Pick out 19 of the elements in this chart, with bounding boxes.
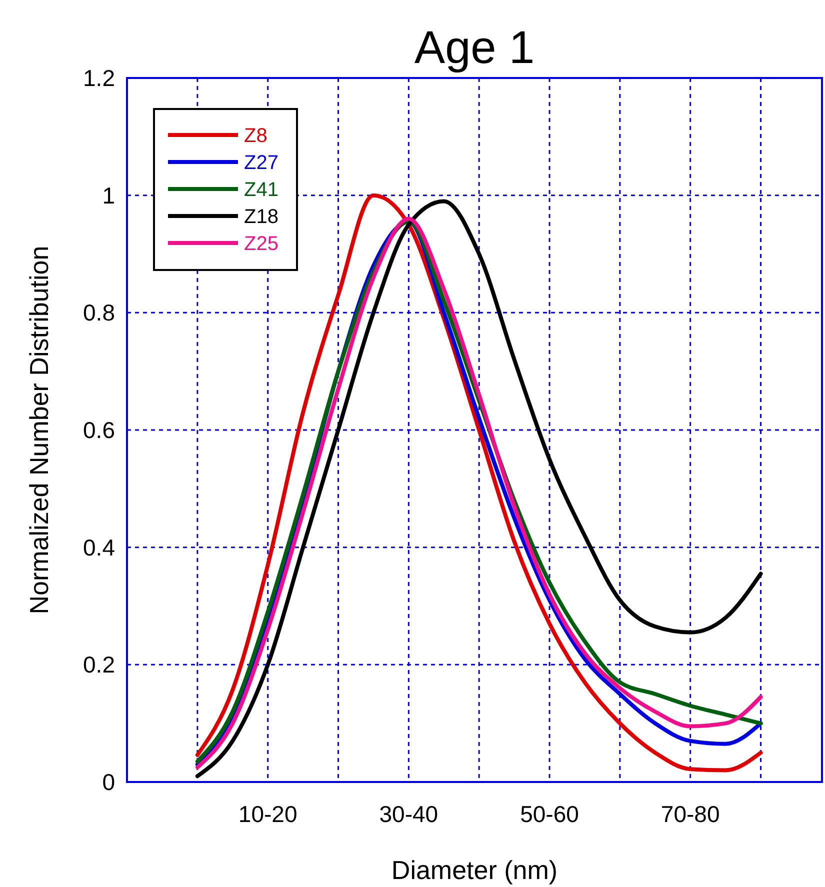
x-tick-label: 50-60 — [520, 801, 579, 827]
y-tick-label: 0.6 — [83, 417, 115, 443]
legend-label: Z27 — [244, 152, 278, 174]
x-tick-label: 70-80 — [660, 801, 720, 827]
y-tick-label: 0.8 — [83, 300, 115, 326]
x-tick-label: 30-40 — [379, 801, 438, 827]
legend-label: Z25 — [244, 233, 278, 255]
y-axis-title: Normalized Number Distribution — [24, 246, 54, 614]
x-axis-title: Diameter (nm) — [391, 855, 558, 885]
legend-label: Z8 — [244, 125, 268, 147]
y-tick-label: 1 — [102, 182, 115, 208]
y-tick-label: 1.2 — [83, 65, 115, 91]
y-tick-label: 0.2 — [83, 652, 115, 678]
legend-label: Z18 — [244, 206, 278, 228]
chart-title: Age 1 — [414, 21, 535, 73]
legend-label: Z41 — [244, 179, 278, 201]
y-tick-label: 0 — [102, 769, 115, 795]
y-tick-label: 0.4 — [83, 534, 116, 560]
x-tick-label: 10-20 — [238, 801, 298, 827]
